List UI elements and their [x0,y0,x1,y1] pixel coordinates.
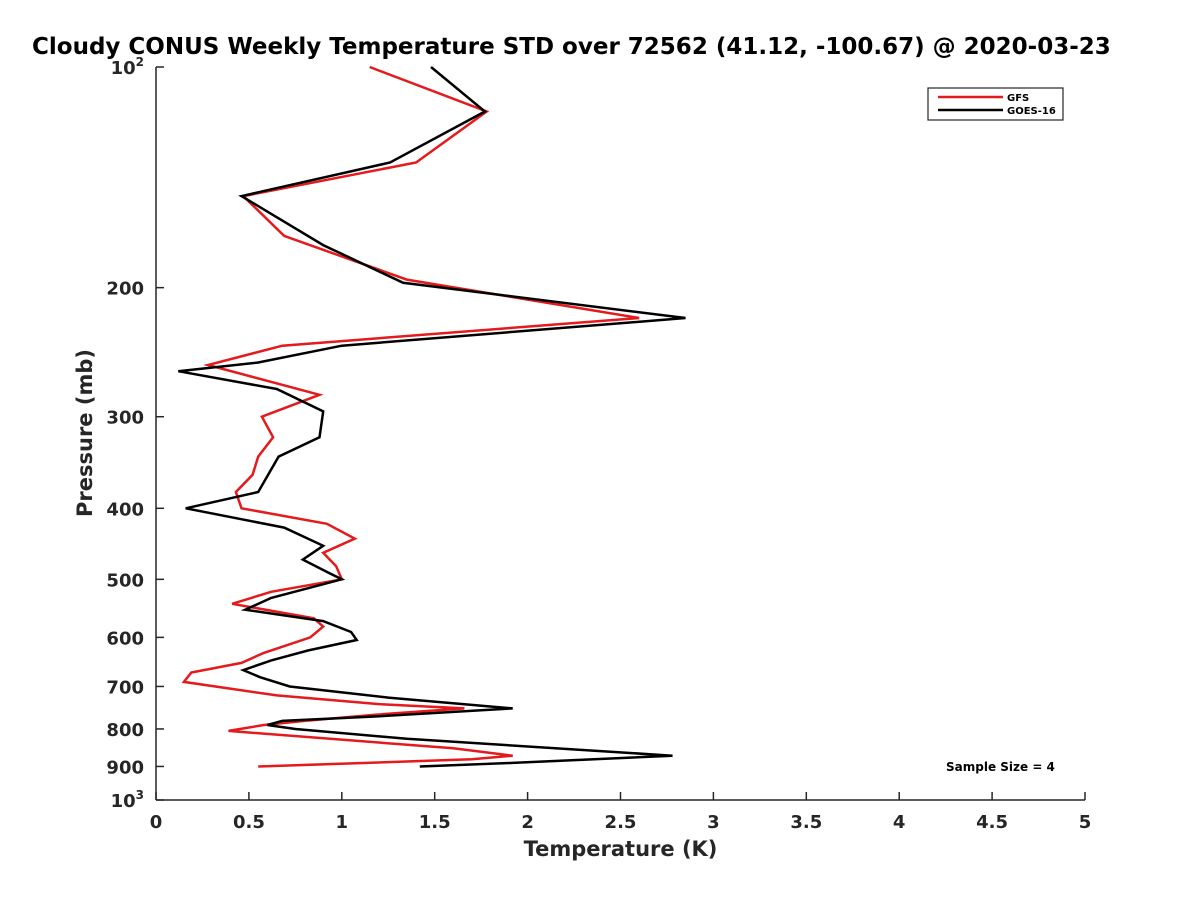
y-tick-label: 900 [106,757,144,778]
x-tick-label: 3 [707,812,720,833]
x-tick-label: 2 [521,812,534,833]
x-tick-label: 5 [1079,812,1092,833]
x-tick-label: 2.5 [605,812,637,833]
x-tick-label: 4.5 [976,812,1008,833]
legend-label-goes16: GOES-16 [1007,106,1056,117]
y-tick-label: 600 [106,628,144,649]
y-tick-label: 800 [106,720,144,741]
y-tick-label: 200 [106,279,144,300]
y-axis-label: Pressure (mb) [73,349,97,517]
series-layer [178,65,686,768]
plot-area [156,67,1085,800]
x-tick-label: 0 [150,812,163,833]
series-line-goes16 [178,66,686,768]
x-tick-label: 1 [336,812,349,833]
x-tick-label: 1.5 [419,812,451,833]
legend: GFS GOES-16 [927,87,1064,121]
y-tick-label: 103 [111,788,144,812]
chart-title: Cloudy CONUS Weekly Temperature STD over… [32,34,1111,60]
y-tick-label: 300 [106,408,144,429]
x-tick-label: 3.5 [790,812,822,833]
sample-size-annotation: Sample Size = 4 [946,760,1055,774]
x-axis-label: Temperature (K) [524,837,718,861]
legend-label-gfs: GFS [1007,93,1029,104]
y-tick-label: 400 [106,499,144,520]
x-tick-label: 4 [893,812,906,833]
y-tick-label: 500 [106,570,144,591]
y-tick-label: 700 [106,677,144,698]
y-ticks: 102 200 300 400 500 600 700 800 900 103 [106,55,164,812]
y-tick-label: 102 [111,55,144,79]
x-ticks: 0 0.5 1 1.5 2 2.5 3 3.5 4 4.5 5 [150,792,1092,833]
legend-box [927,87,1064,121]
x-tick-label: 0.5 [233,812,265,833]
